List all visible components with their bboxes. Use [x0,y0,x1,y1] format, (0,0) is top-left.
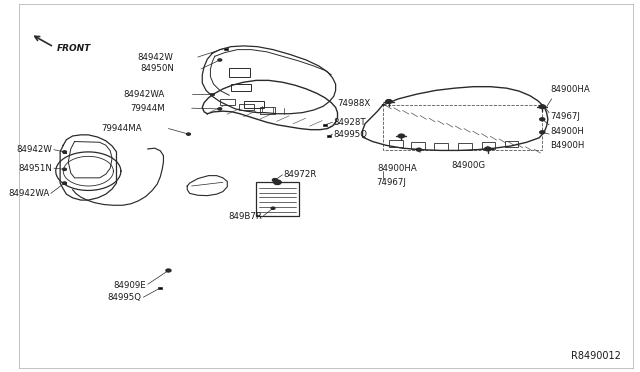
Text: B4900H: B4900H [550,141,585,150]
Circle shape [63,182,67,184]
Bar [159,287,162,289]
Text: 74967J: 74967J [550,112,580,121]
Text: R8490012: R8490012 [571,351,621,361]
Text: 849B7R: 849B7R [228,212,262,221]
Text: 84995Q: 84995Q [333,129,368,139]
Text: 84909E: 84909E [113,281,146,290]
Text: 84942WA: 84942WA [124,90,164,99]
Text: FRONT: FRONT [57,44,92,52]
Circle shape [218,59,221,61]
Text: 84942W: 84942W [16,145,52,154]
Text: 84942WA: 84942WA [8,189,49,198]
Circle shape [187,133,190,135]
Circle shape [539,105,545,109]
Bar [323,124,327,126]
Text: 84900HA: 84900HA [550,85,590,94]
Bar [63,182,67,184]
Text: 84900H: 84900H [550,126,584,136]
Circle shape [387,100,391,103]
Circle shape [484,147,491,151]
Circle shape [417,148,421,151]
Bar [63,151,67,153]
Bar [63,151,67,153]
Circle shape [218,108,221,110]
Text: 84900G: 84900G [452,161,486,170]
Circle shape [166,269,171,272]
Circle shape [63,168,67,170]
Text: 74988X: 74988X [337,99,370,108]
Bar [328,135,332,137]
Circle shape [271,207,275,209]
Circle shape [273,179,277,182]
Text: 84942W: 84942W [137,52,173,61]
Text: 74967J: 74967J [376,178,406,187]
Bar [224,48,228,50]
Circle shape [540,118,545,121]
Text: 79944MA: 79944MA [101,124,141,133]
Bar [210,93,214,95]
Circle shape [398,134,404,138]
Circle shape [540,131,545,134]
Text: 84900HA: 84900HA [377,164,417,173]
Circle shape [386,100,392,103]
Circle shape [63,151,67,153]
Text: 84950N: 84950N [141,64,175,73]
Text: 84928T: 84928T [333,118,366,127]
Circle shape [274,180,281,185]
Text: 84995Q: 84995Q [108,293,141,302]
Text: 79944M: 79944M [130,104,164,113]
Bar [63,182,67,184]
Text: 84951N: 84951N [18,164,52,173]
Text: 84972R: 84972R [284,170,317,179]
